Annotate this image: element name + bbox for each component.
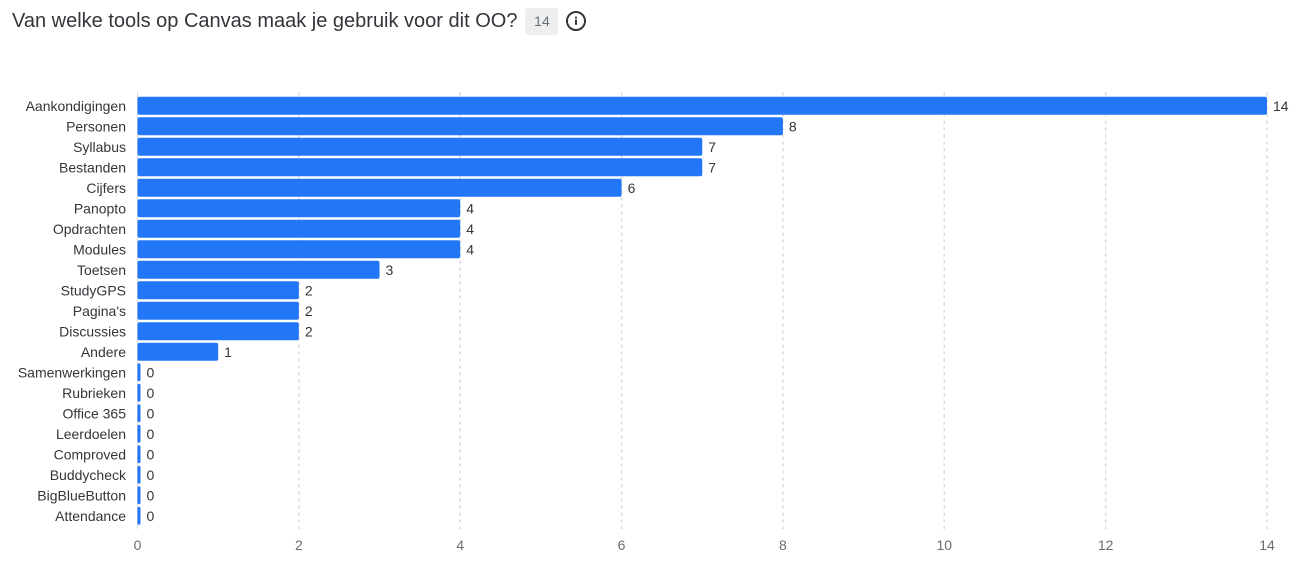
data-label: 0 — [147, 405, 155, 421]
x-tick-label: 0 — [134, 537, 142, 553]
x-tick-label: 12 — [1098, 537, 1114, 553]
category-label: Comproved — [54, 446, 126, 462]
category-label: Buddycheck — [50, 467, 127, 483]
data-label: 2 — [305, 303, 313, 319]
data-label: 0 — [147, 508, 155, 524]
bar — [137, 465, 141, 484]
bar — [137, 404, 141, 423]
bar — [137, 260, 380, 279]
category-label: Opdrachten — [53, 221, 126, 237]
data-label: 4 — [466, 241, 474, 257]
bar — [137, 506, 141, 525]
bar — [137, 342, 219, 361]
category-label: Toetsen — [77, 262, 126, 278]
category-label: Aankondigingen — [26, 98, 126, 114]
bar — [137, 199, 461, 218]
data-label: 0 — [147, 364, 155, 380]
data-label: 0 — [147, 385, 155, 401]
category-label: Cijfers — [86, 180, 126, 196]
question-header: Van welke tools op Canvas maak je gebrui… — [12, 6, 587, 36]
response-count-badge: 14 — [525, 7, 559, 35]
data-label: 0 — [147, 426, 155, 442]
info-glyph — [575, 16, 578, 25]
category-label: Panopto — [74, 200, 126, 216]
category-label: Samenwerkingen — [18, 364, 126, 380]
category-label: Syllabus — [73, 139, 126, 155]
data-label: 4 — [466, 200, 474, 216]
bar — [137, 240, 461, 259]
data-label: 7 — [708, 139, 716, 155]
data-label: 0 — [147, 487, 155, 503]
x-tick-label: 6 — [618, 537, 626, 553]
category-label: Bestanden — [59, 159, 126, 175]
data-label: 6 — [628, 180, 636, 196]
x-tick-label: 14 — [1259, 537, 1275, 553]
data-label: 0 — [147, 467, 155, 483]
category-label: Attendance — [55, 508, 126, 524]
bar — [137, 219, 461, 238]
bar — [137, 137, 703, 156]
data-label: 8 — [789, 118, 797, 134]
category-label: Personen — [66, 118, 126, 134]
data-label: 4 — [466, 221, 474, 237]
category-label: StudyGPS — [61, 282, 126, 298]
category-label: Office 365 — [62, 405, 126, 421]
category-label: Pagina's — [73, 303, 126, 319]
category-label: BigBlueButton — [37, 487, 126, 503]
data-label: 3 — [386, 262, 394, 278]
info-circle-icon[interactable] — [566, 11, 587, 31]
category-label: Andere — [81, 344, 126, 360]
x-tick-label: 2 — [295, 537, 303, 553]
data-label: 14 — [1273, 98, 1289, 114]
x-tick-label: 8 — [779, 537, 787, 553]
category-label: Modules — [73, 241, 126, 257]
bar — [137, 363, 141, 382]
category-label: Leerdoelen — [56, 426, 126, 442]
x-tick-label: 4 — [456, 537, 464, 553]
bar — [137, 158, 703, 177]
bar — [137, 383, 141, 402]
bar — [137, 281, 299, 300]
data-label: 1 — [224, 344, 232, 360]
bar — [137, 445, 141, 464]
x-tick-label: 10 — [936, 537, 952, 553]
data-label: 0 — [147, 446, 155, 462]
question-title: Van welke tools op Canvas maak je gebrui… — [12, 9, 518, 32]
bar — [137, 178, 622, 197]
data-label: 7 — [708, 159, 716, 175]
category-label: Rubrieken — [62, 385, 126, 401]
data-label: 2 — [305, 282, 313, 298]
bar — [137, 424, 141, 443]
data-label: 2 — [305, 323, 313, 339]
bar — [137, 117, 783, 136]
bar — [137, 486, 141, 505]
bar — [137, 301, 299, 320]
bar — [137, 322, 299, 341]
bar — [137, 96, 1267, 115]
category-label: Discussies — [59, 323, 126, 339]
